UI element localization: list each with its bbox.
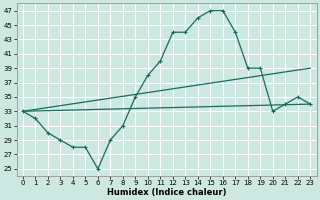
X-axis label: Humidex (Indice chaleur): Humidex (Indice chaleur) — [107, 188, 226, 197]
